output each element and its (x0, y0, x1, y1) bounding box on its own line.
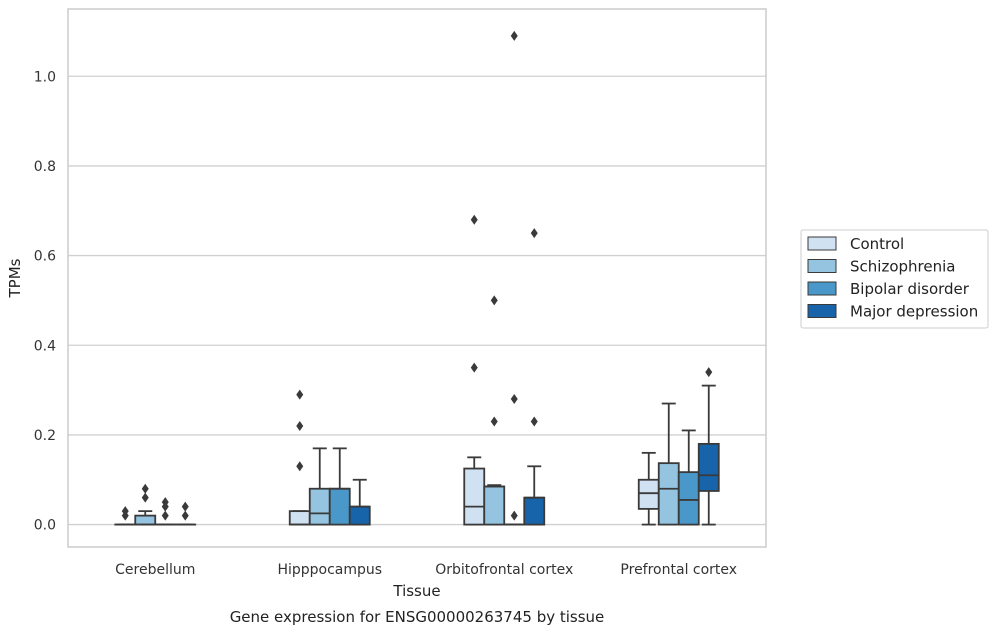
outlier-point (296, 461, 304, 472)
legend-item: Schizophrenia (807, 258, 955, 276)
figure-caption: Gene expression for ENSG00000263745 by t… (230, 608, 605, 626)
legend-swatch (807, 259, 837, 273)
outlier-point (470, 214, 478, 225)
outlier-point (296, 420, 304, 431)
x-axis-label: Tissue (392, 582, 440, 600)
legend-label: Major depression (850, 303, 978, 321)
legend-label: Schizophrenia (850, 258, 955, 276)
outlier-point (181, 510, 189, 521)
x-tick-label: Cerebellum (115, 562, 195, 578)
gridlines (68, 75, 766, 526)
box-schizophrenia (134, 483, 157, 526)
y-tick-label: 0.0 (34, 518, 56, 534)
x-tick-label: Orbitofrontal cortex (435, 562, 573, 578)
box-schizophrenia (657, 402, 680, 526)
box-body (697, 442, 720, 492)
box-body (523, 496, 546, 526)
x-tick-label: Prefrontal cortex (620, 562, 737, 578)
box-body (677, 471, 700, 526)
outlier-point (121, 506, 129, 517)
outlier-point (141, 492, 149, 503)
outlier-point (141, 483, 149, 494)
outlier-point (530, 228, 538, 239)
legend: Control Schizophrenia Bipolar disorder Majo… (800, 229, 989, 329)
box-major-depression (174, 501, 197, 526)
outlier-point (490, 295, 498, 306)
outlier-point (161, 497, 169, 508)
box-body (483, 485, 506, 526)
box-bipolar-disorder (503, 30, 526, 526)
box-bipolar-disorder (677, 429, 700, 526)
outlier-point (705, 367, 713, 378)
box-control (463, 214, 486, 526)
outlier-point (161, 510, 169, 521)
box-body (348, 505, 371, 526)
legend-label: Bipolar disorder (850, 280, 970, 298)
box-control (288, 389, 311, 526)
box-major-depression (348, 478, 371, 526)
legend-swatch (807, 281, 837, 296)
plot-frame (67, 8, 767, 548)
box-bipolar-disorder (328, 447, 351, 526)
outlier-point (296, 389, 304, 400)
outlier-point (510, 510, 518, 521)
outlier-point (490, 416, 498, 427)
box-body (463, 467, 486, 526)
box-body (657, 462, 680, 526)
x-tick-labels: Cerebellum Hipppocampus Orbitofrontal cort… (115, 562, 737, 578)
box-control (637, 451, 660, 526)
box-body (134, 514, 157, 526)
outlier-point (510, 394, 518, 405)
y-tick-labels: 0.0 0.2 0.4 0.6 0.8 1.0 (34, 69, 56, 533)
box-body (637, 478, 660, 510)
legend-item: Bipolar disorder (807, 280, 970, 298)
legend-item: Major depression (807, 303, 978, 321)
box-major-depression (697, 367, 720, 526)
legend-frame (800, 229, 989, 329)
x-tick-label: Hipppocampus (277, 562, 382, 578)
y-axis-label: TPMs (6, 258, 24, 298)
box-bipolar-disorder (154, 497, 177, 526)
legend-swatch (807, 236, 837, 251)
box-major-depression (523, 228, 546, 526)
box-schizophrenia (483, 295, 506, 526)
box-schizophrenia (308, 447, 331, 526)
box-body (288, 510, 311, 526)
legend-swatch (807, 304, 837, 318)
y-tick-label: 0.2 (34, 428, 56, 444)
box-body (328, 487, 351, 526)
outlier-point (181, 501, 189, 512)
box-plots (114, 30, 720, 526)
outlier-point (510, 30, 518, 41)
y-tick-label: 0.8 (34, 159, 56, 175)
y-tick-label: 0.6 (34, 249, 56, 265)
outlier-point (470, 362, 478, 373)
y-tick-label: 0.4 (34, 338, 56, 354)
legend-label: Control (850, 235, 904, 253)
outlier-point (530, 416, 538, 427)
legend-item: Control (807, 235, 904, 253)
y-tick-label: 1.0 (34, 69, 56, 85)
box-body (308, 487, 331, 526)
box-control (114, 506, 137, 526)
